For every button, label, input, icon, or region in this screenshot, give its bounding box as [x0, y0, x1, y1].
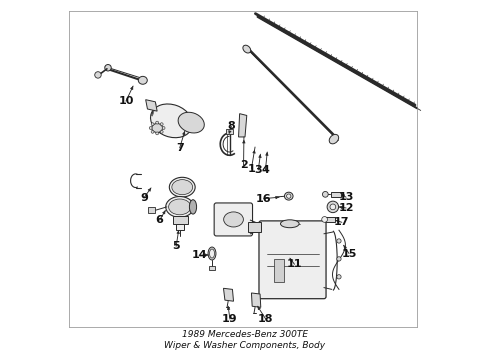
Text: 15: 15: [342, 248, 357, 258]
Text: 16: 16: [256, 194, 271, 204]
Text: 7: 7: [176, 143, 184, 153]
Ellipse shape: [172, 180, 193, 195]
Text: Wiper & Washer Components, Body: Wiper & Washer Components, Body: [165, 341, 325, 350]
Ellipse shape: [178, 112, 204, 133]
FancyBboxPatch shape: [214, 203, 252, 236]
Circle shape: [151, 130, 154, 133]
Circle shape: [156, 132, 159, 135]
Ellipse shape: [169, 199, 191, 215]
Ellipse shape: [105, 64, 111, 71]
Circle shape: [337, 257, 341, 261]
Ellipse shape: [243, 45, 251, 53]
Text: 19: 19: [222, 314, 238, 324]
Bar: [148, 207, 155, 213]
Bar: [248, 222, 262, 232]
Circle shape: [337, 275, 341, 279]
Ellipse shape: [287, 194, 291, 198]
Ellipse shape: [223, 212, 244, 227]
Text: 5: 5: [172, 241, 180, 251]
Bar: [226, 129, 233, 134]
Ellipse shape: [190, 200, 196, 214]
Circle shape: [327, 201, 339, 213]
Text: 2: 2: [240, 160, 247, 170]
Ellipse shape: [208, 247, 216, 260]
Text: 3: 3: [254, 165, 262, 175]
Text: 17: 17: [334, 217, 349, 227]
Bar: [173, 216, 188, 224]
Ellipse shape: [138, 76, 147, 84]
Circle shape: [322, 192, 328, 197]
Circle shape: [151, 123, 154, 126]
Text: 11: 11: [287, 259, 302, 269]
Ellipse shape: [280, 220, 299, 228]
Polygon shape: [239, 114, 247, 137]
Bar: [331, 192, 341, 197]
Text: 9: 9: [140, 193, 148, 203]
FancyBboxPatch shape: [259, 221, 326, 299]
Ellipse shape: [285, 192, 293, 200]
Ellipse shape: [170, 177, 195, 197]
Bar: [176, 224, 184, 230]
Circle shape: [337, 239, 341, 243]
Circle shape: [160, 130, 163, 133]
Ellipse shape: [152, 123, 163, 132]
Text: 13: 13: [339, 192, 354, 202]
Text: 1989 Mercedes-Benz 300TE: 1989 Mercedes-Benz 300TE: [182, 330, 308, 339]
Circle shape: [330, 204, 336, 210]
Text: 8: 8: [227, 121, 235, 131]
Circle shape: [95, 72, 101, 78]
Ellipse shape: [150, 104, 193, 138]
Circle shape: [149, 127, 152, 130]
Text: 1: 1: [247, 163, 255, 174]
Text: 6: 6: [156, 215, 164, 225]
Bar: [274, 259, 284, 282]
Bar: [325, 217, 335, 222]
Circle shape: [160, 123, 163, 126]
Text: 12: 12: [339, 203, 354, 213]
Polygon shape: [251, 293, 261, 307]
Text: 18: 18: [258, 314, 273, 324]
Circle shape: [156, 121, 159, 124]
Circle shape: [162, 127, 165, 130]
Polygon shape: [146, 100, 157, 111]
Circle shape: [322, 217, 327, 222]
Bar: [209, 266, 215, 270]
Ellipse shape: [210, 249, 215, 258]
Polygon shape: [223, 288, 234, 301]
Text: 4: 4: [262, 165, 270, 175]
Text: 14: 14: [191, 250, 207, 260]
Ellipse shape: [166, 197, 194, 217]
Ellipse shape: [329, 134, 339, 144]
Text: 10: 10: [118, 96, 134, 106]
